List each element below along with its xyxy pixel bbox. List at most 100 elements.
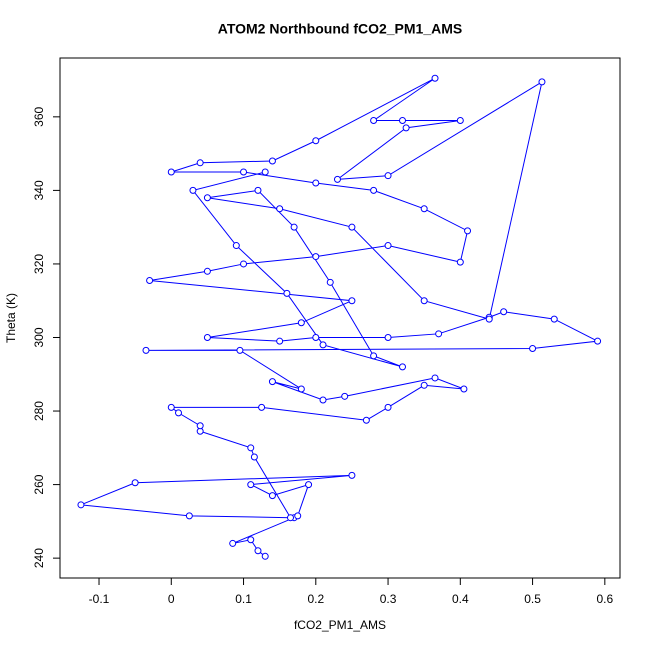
- chart-title: ATOM2 Northbound fCO2_PM1_AMS: [218, 21, 463, 37]
- data-point: [240, 168, 248, 176]
- y-tick-label: 340: [32, 180, 46, 200]
- data-point: [196, 159, 204, 167]
- data-point: [348, 223, 356, 231]
- data-point: [142, 346, 150, 354]
- data-point: [420, 205, 428, 213]
- data-point: [399, 363, 407, 371]
- data-line: [80, 77, 600, 557]
- data-point: [290, 223, 298, 231]
- data-point: [261, 168, 269, 176]
- data-point: [297, 319, 305, 327]
- data-point: [370, 186, 378, 194]
- data-point: [460, 385, 468, 393]
- data-point: [420, 297, 428, 305]
- data-point: [319, 341, 327, 349]
- data-point: [456, 117, 464, 125]
- data-point: [203, 333, 211, 341]
- data-point: [550, 315, 558, 323]
- data-point: [189, 186, 197, 194]
- data-point: [402, 124, 410, 132]
- data-point: [196, 422, 204, 430]
- data-point: [131, 479, 139, 487]
- data-point: [276, 205, 284, 213]
- data-point: [435, 330, 443, 338]
- y-tick-label: 320: [32, 254, 46, 274]
- y-tick-label: 280: [32, 401, 46, 421]
- x-tick-label: 0.5: [524, 592, 541, 606]
- data-point: [254, 186, 262, 194]
- x-tick-label: 0.4: [452, 592, 469, 606]
- data-point: [203, 267, 211, 275]
- plot-box: [59, 57, 621, 579]
- data-point: [420, 381, 428, 389]
- x-tick-label: 0.3: [380, 592, 397, 606]
- data-point: [312, 137, 320, 145]
- y-tick-label: 240: [32, 548, 46, 568]
- data-point: [240, 260, 248, 268]
- data-point: [146, 276, 154, 284]
- data-point: [268, 378, 276, 386]
- data-point: [594, 337, 602, 345]
- data-point: [341, 392, 349, 400]
- data-point: [247, 444, 255, 452]
- data-point: [538, 78, 546, 86]
- data-point: [247, 536, 255, 544]
- data-point: [312, 333, 320, 341]
- data-point: [283, 289, 291, 297]
- data-point: [236, 346, 244, 354]
- x-axis-label: fCO2_PM1_AMS: [294, 618, 386, 632]
- x-tick-label: 0.2: [307, 592, 324, 606]
- x-tick-label: 0: [168, 592, 175, 606]
- data-point: [297, 385, 305, 393]
- data-point: [268, 492, 276, 500]
- data-point: [319, 396, 327, 404]
- data-point: [529, 345, 537, 353]
- data-point: [167, 403, 175, 411]
- data-point: [77, 501, 85, 509]
- data-point: [261, 552, 269, 560]
- data-point: [431, 74, 439, 82]
- data-point: [399, 117, 407, 125]
- data-point: [384, 172, 392, 180]
- data-point: [305, 481, 313, 489]
- data-point: [203, 194, 211, 202]
- x-tick-label: 0.6: [596, 592, 613, 606]
- data-point: [485, 315, 493, 323]
- data-point: [384, 403, 392, 411]
- y-axis-label: Theta (K): [4, 293, 18, 343]
- data-point: [254, 547, 262, 555]
- data-point: [294, 512, 302, 520]
- data-point: [500, 308, 508, 316]
- data-point: [312, 253, 320, 261]
- data-point: [258, 403, 266, 411]
- data-point: [276, 337, 284, 345]
- data-point: [348, 471, 356, 479]
- data-point: [333, 175, 341, 183]
- data-point: [232, 242, 240, 250]
- y-tick-label: 360: [32, 107, 46, 127]
- data-point: [326, 278, 334, 286]
- data-point: [250, 453, 258, 461]
- data-point: [229, 539, 237, 547]
- data-point: [268, 157, 276, 165]
- data-point: [431, 374, 439, 382]
- data-point: [370, 352, 378, 360]
- data-point: [185, 512, 193, 520]
- y-tick-label: 260: [32, 474, 46, 494]
- y-tick-label: 300: [32, 327, 46, 347]
- data-point: [247, 481, 255, 489]
- data-point: [456, 258, 464, 266]
- data-point: [167, 168, 175, 176]
- x-tick-label: 0.1: [235, 592, 252, 606]
- data-point: [384, 333, 392, 341]
- data-point: [464, 227, 472, 235]
- data-point: [312, 179, 320, 187]
- data-point: [362, 416, 370, 424]
- data-point: [384, 242, 392, 250]
- data-point: [175, 409, 183, 417]
- data-point: [348, 297, 356, 305]
- x-tick-label: -0.1: [89, 592, 110, 606]
- data-point: [370, 117, 378, 125]
- data-point: [287, 514, 295, 522]
